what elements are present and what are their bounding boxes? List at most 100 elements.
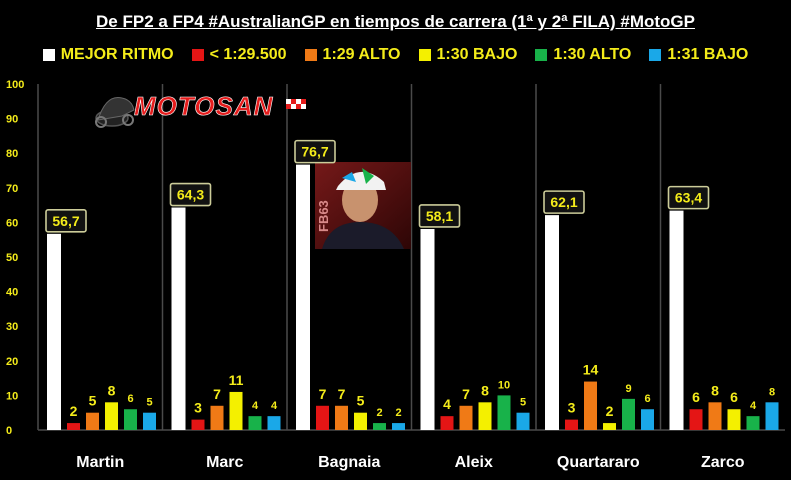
bar-1-29-alto-marc	[210, 405, 224, 430]
category-label-bagnaia: Bagnaia	[318, 454, 380, 471]
legend-item-1-30-alto: 1:30 ALTO	[535, 44, 631, 66]
best-pace-label-box	[45, 209, 87, 233]
bar-1-31-bajo-quartararo	[641, 409, 654, 430]
bar-1-30-bajo-martin	[105, 402, 118, 430]
y-axis: 0 10 20 30 40 50 60 70 80 90 100	[6, 79, 24, 437]
legend-item-1-29-500: < 1:29.500	[191, 44, 287, 66]
bar-1-29-alto-aleix	[459, 405, 473, 430]
data-label-best-quartararo: 62,1	[550, 194, 577, 210]
data-label-1-30-bajo-aleix: 8	[481, 382, 489, 398]
data-label-1-31-bajo-aleix: 5	[520, 397, 526, 409]
y-tick-label: 80	[6, 148, 18, 160]
legend-swatch	[42, 49, 55, 61]
data-label-1-30-alto-martin: 6	[127, 393, 133, 405]
x-axis: Martin Marc Bagnaia Aleix Quartararo Zarco	[76, 454, 745, 471]
best-pace-label-box	[294, 139, 336, 164]
data-label-1-29-alto-marc: 7	[213, 386, 221, 402]
bar-1-29-alto-bagnaia	[335, 405, 348, 430]
legend-swatch	[304, 49, 317, 61]
motorcycle-icon	[95, 96, 135, 128]
data-label-1-31-bajo-bagnaia: 2	[395, 407, 401, 419]
legend-item-1-30-bajo: 1:30 BAJO	[418, 44, 518, 66]
y-tick-label: 10	[6, 390, 18, 402]
legend-swatch	[535, 49, 548, 61]
chart-title-text: De FP2 a FP4 #AustralianGP en tiempos de…	[96, 12, 695, 31]
bar-1-30-alto-zarco	[746, 416, 760, 430]
category-label-quartararo: Quartararo	[557, 454, 640, 471]
data-label-best-bagnaia: 76,7	[301, 144, 328, 160]
bars	[47, 164, 779, 431]
bar-1-30-bajo-aleix	[478, 402, 492, 430]
legend-label: MEJOR RITMO	[60, 46, 174, 63]
bar-1-29-alto-zarco	[708, 402, 722, 430]
logo-text: MOTOSAN	[134, 91, 274, 121]
chart-title: De FP2 a FP4 #AustralianGP en tiempos de…	[0, 12, 791, 32]
best-pace-label-box	[543, 190, 585, 214]
bar-1-29-500-aleix	[440, 416, 454, 430]
data-label-1-29-500-marc: 3	[194, 400, 202, 416]
legend-swatch	[649, 49, 662, 61]
y-tick-label: 70	[6, 183, 18, 195]
rider-badge: FB63	[316, 200, 331, 232]
bar-1-31-bajo-bagnaia	[392, 423, 405, 430]
y-tick-label: 0	[6, 425, 12, 437]
bar-1-31-bajo-marc	[267, 416, 281, 430]
data-label-1-30-bajo-marc: 11	[229, 372, 244, 388]
y-tick-label: 100	[6, 79, 24, 91]
y-tick-label: 60	[6, 217, 18, 229]
y-tick-label: 30	[6, 321, 18, 333]
legend-item-mejor-ritmo: MEJOR RITMO	[42, 44, 174, 66]
data-label-best-aleix: 58,1	[426, 208, 453, 224]
bar-mejor-ritmo-martin	[47, 233, 61, 430]
category-label-marc: Marc	[206, 454, 243, 471]
data-label-1-30-bajo-quartararo: 2	[606, 403, 614, 419]
y-tick-label: 90	[6, 114, 18, 126]
bar-1-29-500-quartararo	[565, 419, 578, 430]
data-label-1-31-bajo-quartararo: 6	[644, 393, 650, 405]
rider-shoulders	[322, 222, 404, 249]
bar-1-29-500-marc	[191, 419, 205, 430]
legend-label: 1:30 ALTO	[553, 46, 632, 63]
data-label-1-30-alto-zarco: 4	[750, 400, 757, 412]
legend-label: 1:30 BAJO	[436, 46, 518, 63]
data-label-1-30-bajo-zarco: 6	[730, 389, 738, 405]
bar-1-31-bajo-martin	[143, 412, 156, 430]
data-label-1-29-alto-bagnaia: 7	[338, 386, 346, 402]
data-label-1-29-500-bagnaia: 7	[319, 386, 327, 402]
bar-1-30-bajo-zarco	[727, 409, 741, 430]
data-label-1-30-bajo-martin: 8	[108, 382, 116, 398]
bar-1-30-alto-aleix	[497, 395, 511, 430]
motosan-logo: MOTOSAN	[95, 91, 306, 128]
data-label-1-29-alto-quartararo: 14	[583, 362, 599, 378]
data-label-1-29-alto-aleix: 7	[462, 386, 470, 402]
legend: MEJOR RITMO < 1:29.500 1:29 ALTO 1:30 BAJO 1…	[0, 44, 791, 66]
data-label-1-30-alto-aleix: 10	[498, 379, 510, 391]
data-label-1-30-alto-marc: 4	[252, 400, 259, 412]
legend-swatch	[418, 49, 431, 61]
data-label-1-29-alto-zarco: 8	[711, 382, 719, 398]
legend-item-1-31-bajo: 1:31 BAJO	[649, 44, 748, 66]
bar-1-30-alto-bagnaia	[373, 423, 386, 430]
data-label-1-29-500-quartararo: 3	[568, 400, 576, 416]
bar-1-31-bajo-zarco	[765, 402, 779, 430]
data-label-1-31-bajo-zarco: 8	[769, 386, 775, 398]
data-label-1-31-bajo-martin: 5	[146, 397, 152, 409]
checkered-flag-icon	[286, 99, 306, 109]
data-label-best-martin: 56,7	[52, 213, 79, 229]
bar-1-29-alto-quartararo	[584, 381, 597, 430]
bar-mejor-ritmo-aleix	[420, 228, 435, 430]
legend-item-1-29-alto: 1:29 ALTO	[304, 44, 401, 66]
data-label-1-29-500-martin: 2	[70, 403, 78, 419]
legend-swatch	[191, 49, 204, 61]
bar-1-29-500-martin	[67, 423, 80, 430]
y-tick-label: 20	[6, 356, 18, 368]
best-pace-label-box	[667, 185, 710, 210]
bar-1-30-alto-marc	[248, 416, 262, 430]
legend-label: 1:29 ALTO	[322, 46, 401, 63]
best-pace-label-box	[169, 182, 212, 207]
data-label-best-zarco: 63,4	[675, 190, 702, 206]
group-separators	[37, 84, 785, 431]
bar-1-30-bajo-marc	[229, 391, 243, 430]
